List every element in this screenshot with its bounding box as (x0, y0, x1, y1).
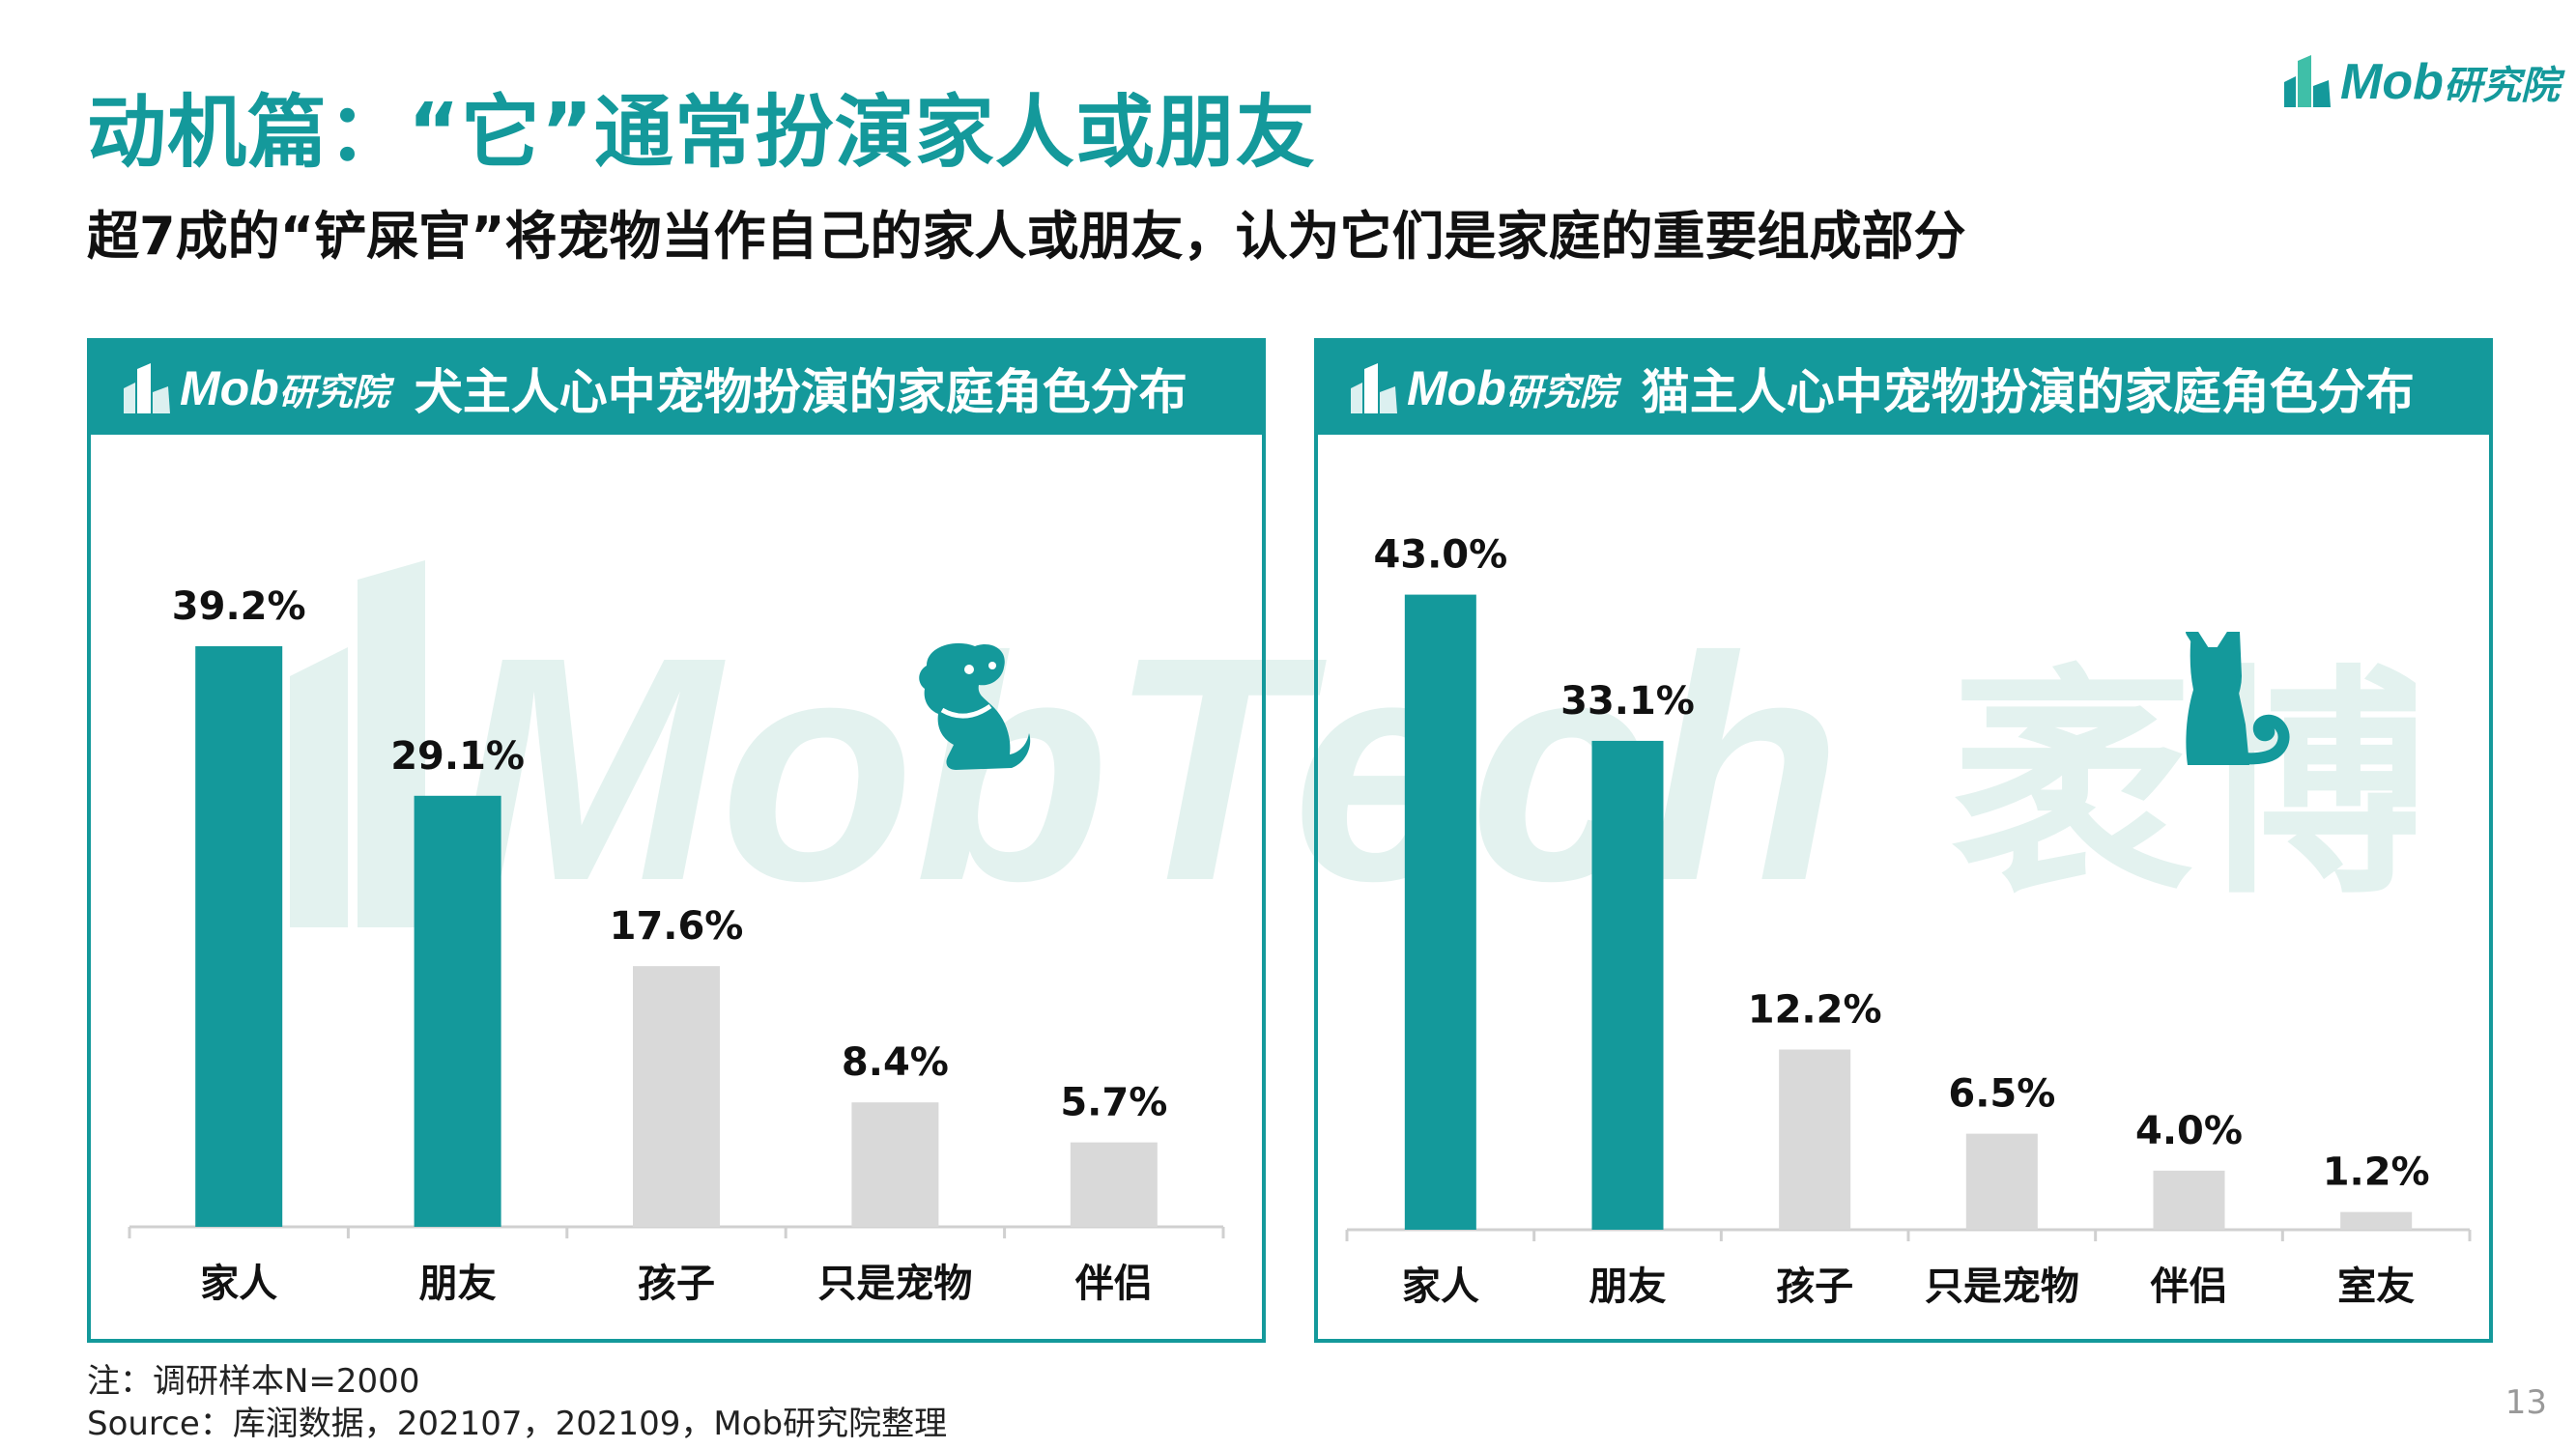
dog-bar-chart: 39.2% 家人 29.1% 朋友 17.6% 孩子 8.4% 只是宠物 5.7% 伴侣 (128, 584, 1225, 1306)
source-note: Source：库润数据，202107，202109，Mob研究院整理 (87, 1405, 948, 1443)
category-label: 孩子 (1776, 1264, 1853, 1309)
mob-logo-icon (2284, 55, 2331, 107)
dog-panel-header: Mob研究院 犬主人心中宠物扮演的家庭角色分布 (91, 342, 1262, 435)
data-label: 5.7% (1060, 1081, 1167, 1125)
dog-chart-panel: Mob研究院 犬主人心中宠物扮演的家庭角色分布 39.2% 家人 29.1% 朋友 17… (87, 338, 1266, 1343)
panel-logo-text: Mob研究院 (180, 361, 389, 415)
cat-icon (2186, 632, 2290, 765)
category-label: 朋友 (419, 1262, 497, 1306)
category-label: 只是宠物 (817, 1262, 972, 1306)
bar (1591, 740, 1664, 1230)
brand-han: 研究院 (2443, 65, 2560, 107)
bar (195, 645, 283, 1227)
bar (2340, 1211, 2413, 1230)
page-title: 动机篇：“它”通常扮演家人或朋友 (87, 87, 1316, 179)
category-label: 伴侣 (2150, 1264, 2228, 1309)
data-label: 33.1% (1560, 679, 1695, 724)
data-label: 12.2% (1748, 987, 1882, 1032)
mob-logo-icon (124, 363, 170, 413)
bar (1779, 1049, 1851, 1230)
bar (414, 795, 501, 1227)
category-label: 只是宠物 (1925, 1264, 2079, 1309)
dog-chart-title: 犬主人心中宠物扮演的家庭角色分布 (414, 364, 1188, 420)
data-label: 8.4% (842, 1040, 949, 1085)
data-label: 43.0% (1373, 533, 1507, 578)
bar (633, 966, 720, 1227)
bar (1965, 1133, 2038, 1230)
bar (1404, 594, 1476, 1230)
data-label: 4.0% (2135, 1109, 2243, 1153)
panel-logo: Mob研究院 (120, 360, 389, 416)
page-number: 13 (2504, 1383, 2547, 1422)
cat-bar-chart: 43.0% 家人 33.1% 朋友 12.2% 孩子 6.5% 只是宠物 4.0% 伴侣 1.2% 室… (1345, 533, 2472, 1309)
category-label: 孩子 (638, 1262, 715, 1306)
bar (2153, 1170, 2225, 1230)
data-label: 29.1% (390, 734, 525, 779)
brand-logo-text: Mob研究院 (2340, 53, 2560, 111)
cat-panel-header: Mob研究院 猫主人心中宠物扮演的家庭角色分布 (1318, 342, 2489, 435)
data-label: 1.2% (2323, 1151, 2430, 1195)
data-label: 17.6% (610, 904, 744, 949)
category-label: 朋友 (1589, 1264, 1667, 1309)
panel-logo: Mob研究院 (1347, 360, 1617, 416)
watermark-han: 袤博 (1952, 645, 2416, 926)
category-label: 室友 (2337, 1264, 2415, 1309)
dog-icon (919, 642, 1031, 770)
bar (1070, 1142, 1158, 1227)
sample-note: 注：调研样本N=2000 (87, 1362, 420, 1401)
brand-logo: Mob研究院 (2280, 48, 2560, 116)
data-label: 6.5% (1948, 1072, 2055, 1117)
category-label: 伴侣 (1074, 1262, 1153, 1306)
data-label: 39.2% (172, 584, 306, 629)
category-label: 家人 (200, 1262, 277, 1306)
cat-chart-panel: Mob研究院 猫主人心中宠物扮演的家庭角色分布 43.0% 家人 33.1% 朋友 12… (1314, 338, 2493, 1343)
bar (851, 1102, 939, 1227)
footnote: 注：调研样本N=2000 Source：库润数据，202107，202109，M… (87, 1360, 947, 1445)
category-label: 家人 (1402, 1264, 1479, 1309)
brand-latin: Mob (2340, 54, 2444, 110)
panel-logo-text: Mob研究院 (1407, 361, 1617, 415)
cat-chart-title: 猫主人心中宠物扮演的家庭角色分布 (1641, 364, 2415, 420)
mob-logo-icon (1351, 363, 1397, 413)
page-subtitle: 超7成的“铲屎官”将宠物当作自己的家人或朋友，认为它们是家庭的重要组成部分 (87, 206, 1966, 267)
